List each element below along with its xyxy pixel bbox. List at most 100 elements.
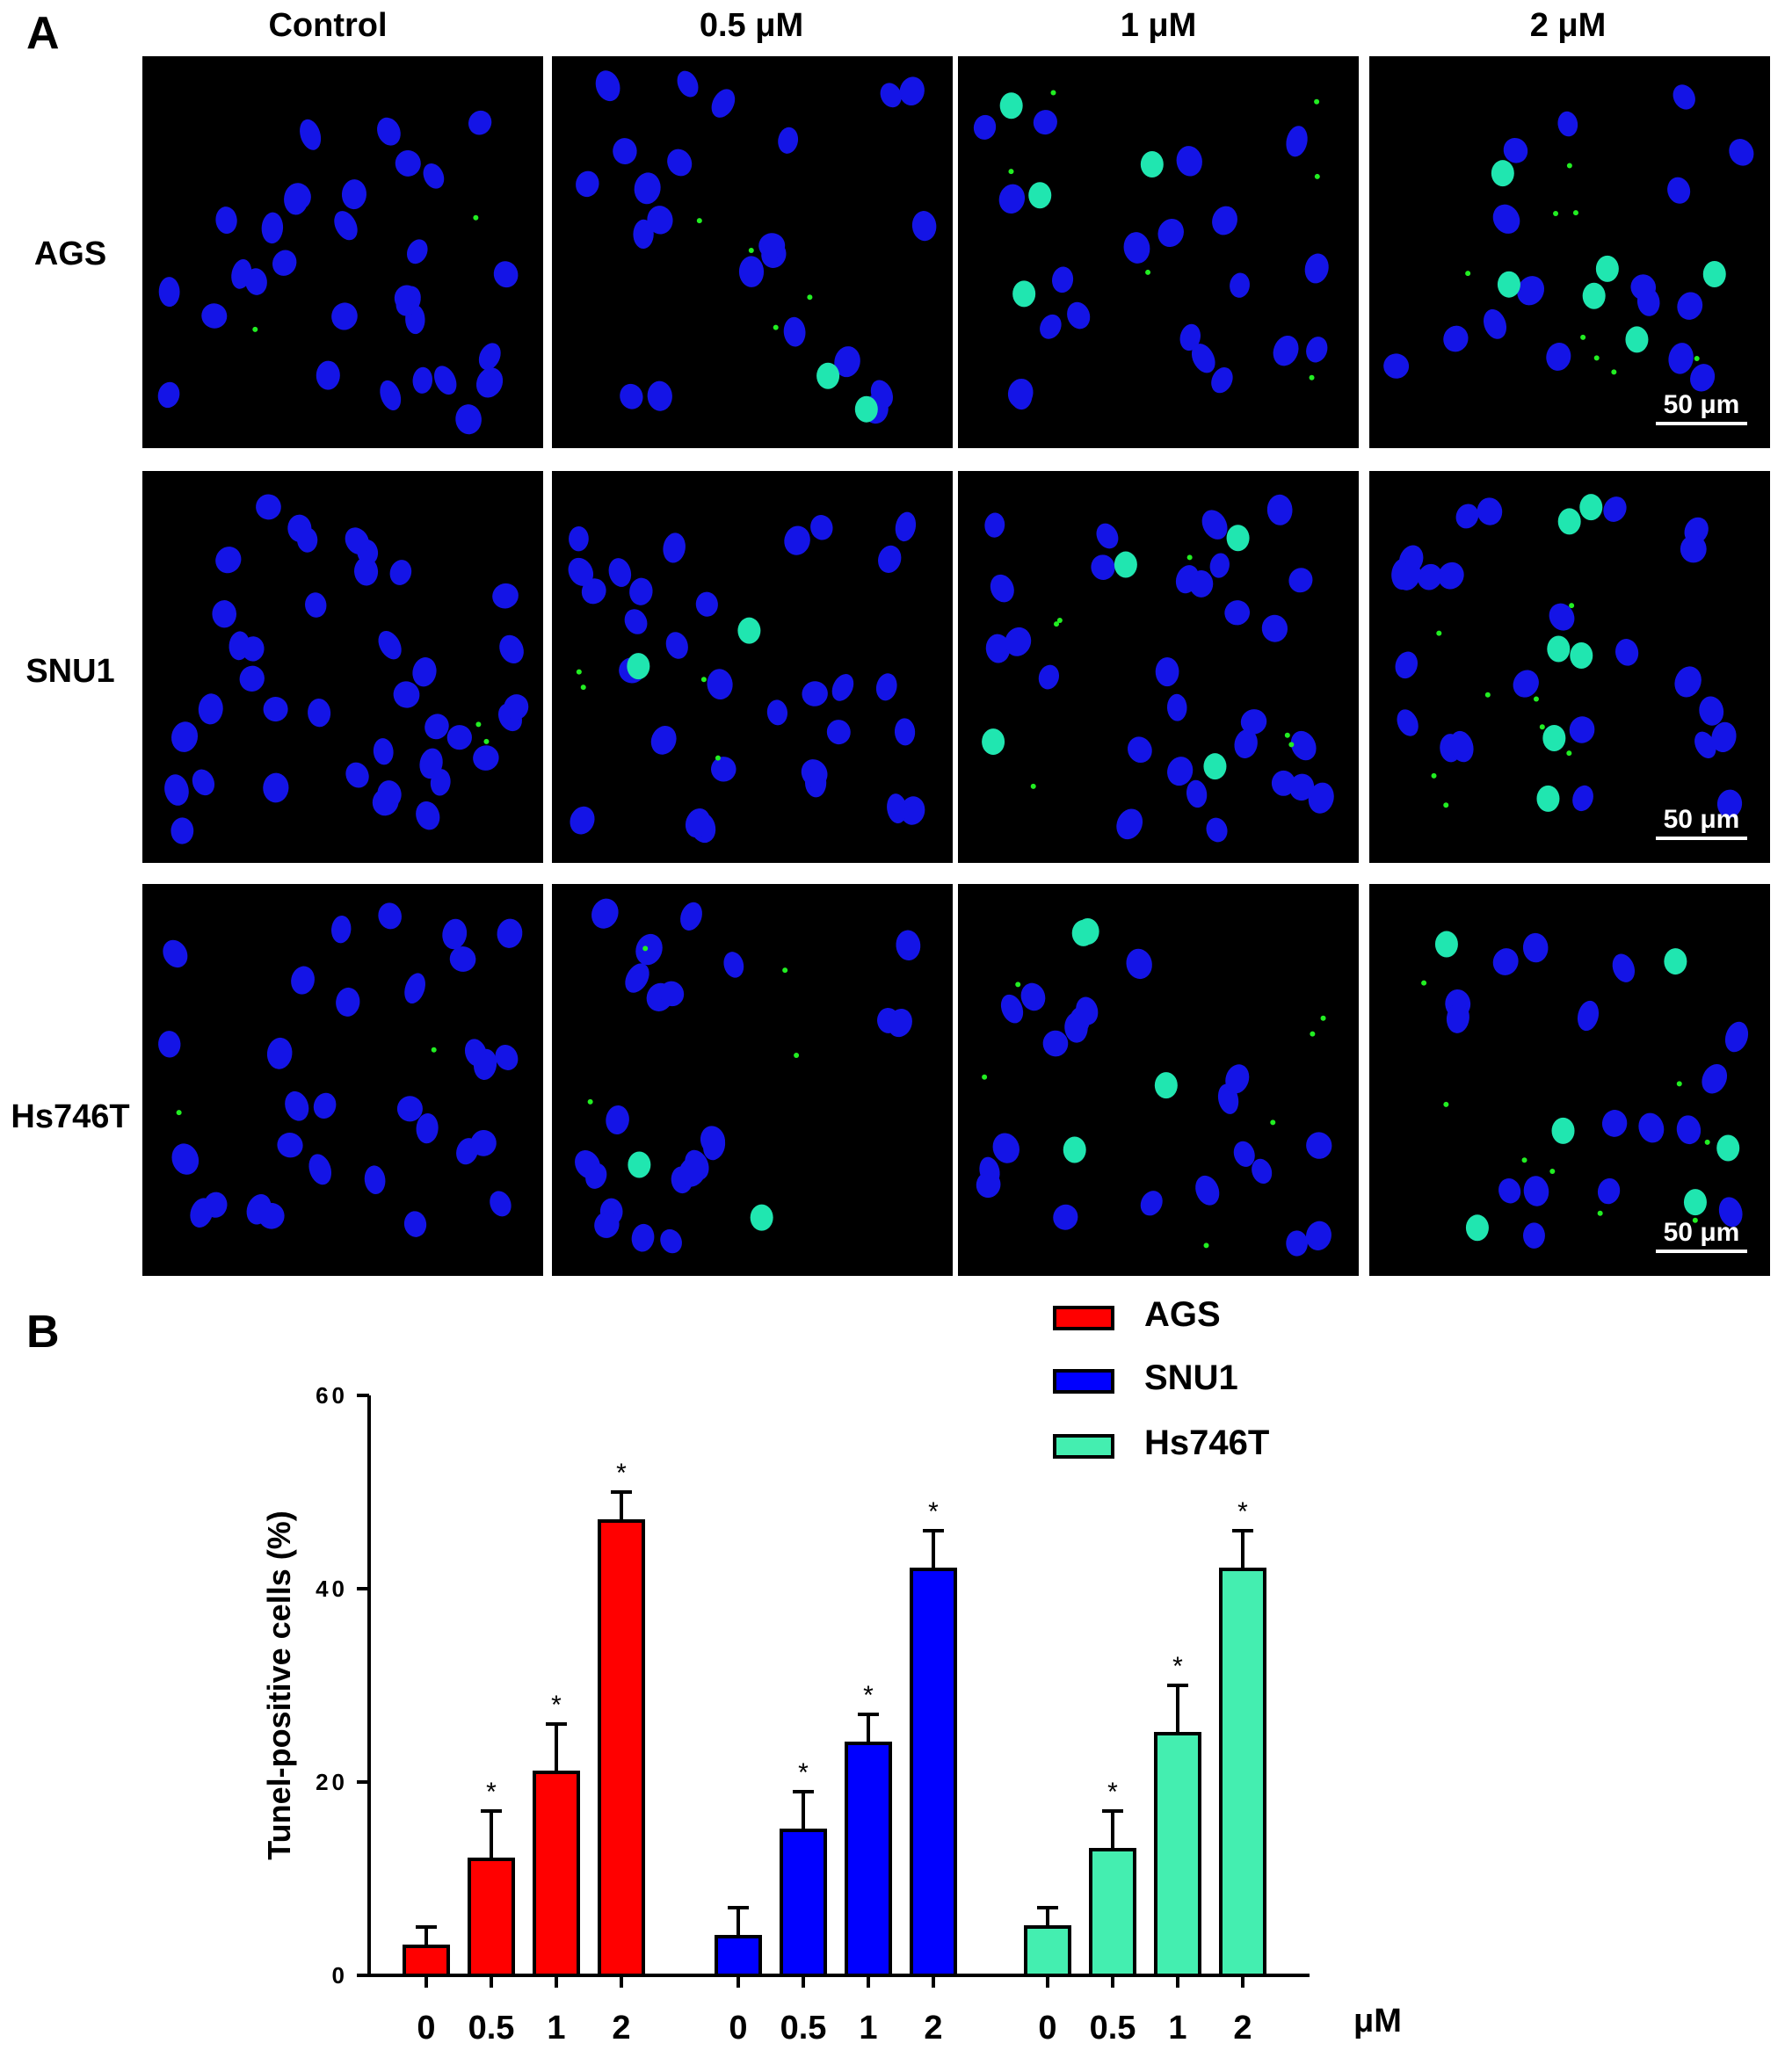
tunel-speck [773,324,779,330]
nucleus-dapi [1273,335,1299,366]
nucleus-dapi [1397,709,1419,736]
nucleus-dapi [1503,137,1528,163]
nucleus-dapi [1612,953,1636,982]
row-label-ags: AGS [33,235,107,272]
nucleus-dapi [695,591,718,617]
y-tick-label: 40 [316,1576,348,1602]
nucleus-dapi [1729,139,1754,166]
nucleus-dapi [685,808,711,838]
tunel-speck [1284,732,1290,738]
nucleus-dapi [1040,314,1062,339]
nucleus-dapi [802,681,828,706]
column-label-2uM: 2 μM [1529,7,1607,44]
x-tick-label: 0 [417,2010,435,2047]
nucleus-dapi [158,277,180,308]
nucleus-dapi [680,902,702,931]
nucleus-dapi [1067,301,1091,330]
nucleus-dapi [911,211,937,242]
y-axis-title: Tunel-positive cells (%) [261,1511,297,1859]
x-tick-label: 2 [612,2010,630,2047]
tunel-speck [1566,750,1572,757]
nucleus-dapi [284,184,308,215]
significance-star: * [616,1459,627,1488]
tunel-speck [475,721,482,728]
nucleus-dapi [1033,110,1057,135]
nucleus-dapi [1179,323,1201,351]
nucleus-dapi [261,212,284,244]
bar-ags-2 [598,1519,645,1977]
nucleus-dapi [1492,204,1520,234]
nucleus-dapi [449,946,476,972]
nucleus-dapi [1288,568,1313,593]
nucleus-dapi [660,1228,682,1254]
nucleus-dapi [377,117,401,146]
nucleus-dapi [1577,1000,1600,1032]
nucleus-dapi [354,557,379,586]
nucleus-dapi [291,966,315,995]
nucleus-dapi [1517,276,1545,306]
nucleus-dapi [1233,1141,1255,1167]
nucleus-dapi [665,632,688,659]
nucleus-dapi [331,915,352,944]
tunel-positive-nucleus [627,653,650,680]
nucleus-dapi [1694,731,1716,758]
nucleus-dapi [1676,1115,1702,1145]
nucleus-dapi [985,634,1011,663]
nucleus-dapi [442,918,468,950]
nucleus-dapi [406,239,428,264]
nucleus-dapi [1673,84,1695,110]
nucleus-dapi [784,525,810,555]
nucleus-dapi [992,1133,1019,1163]
micrograph-snu1-1 [552,471,953,863]
tunel-positive-nucleus [1491,160,1514,187]
tunel-speck [1704,1139,1710,1145]
nucleus-dapi [758,233,786,258]
tunel-positive-nucleus [1497,271,1520,298]
nucleus-dapi [894,718,916,746]
nucleus-dapi [1123,232,1150,264]
x-axis-unit-label: μM [1353,2003,1402,2039]
nucleus-dapi [1395,651,1419,679]
nucleus-dapi [331,302,358,330]
tunel-positive-nucleus [1582,282,1606,309]
legend-label-snu1: SNU1 [1144,1358,1238,1397]
micrograph-snu1-0 [142,471,543,863]
tunel-positive-nucleus [1579,494,1603,521]
micrograph-ags-2 [958,56,1359,448]
nucleus-dapi [396,1096,423,1122]
scale-bar [1656,837,1747,840]
nucleus-dapi [976,1171,1001,1199]
nucleus-dapi [212,600,236,628]
nucleus-dapi [416,801,440,830]
tunel-positive-nucleus [1114,551,1137,578]
nucleus-dapi [1513,670,1539,698]
nucleus-dapi [305,592,327,618]
nucleus-dapi [1305,1221,1331,1250]
nucleus-dapi [473,745,499,771]
nucleus-dapi [495,1044,519,1070]
nucleus-dapi [215,206,237,235]
x-tick-label: 1 [859,2010,877,2047]
nucleus-dapi [1224,600,1251,626]
tunel-speck [715,755,721,761]
x-tick-label: 0 [1038,2010,1056,2047]
nucleus-dapi [810,515,833,540]
bar-hs746t-1 [1154,1732,1201,1977]
tunel-positive-nucleus [1226,525,1250,552]
tunel-positive-nucleus [737,617,761,644]
scale-bar-label: 50 μm [1664,805,1740,834]
nucleus-dapi [1306,1132,1332,1159]
nucleus-dapi [707,669,733,700]
tunel-speck [794,1052,800,1058]
tunel-speck [1484,692,1491,698]
nucleus-dapi [378,631,402,660]
microscopy-grid: 50 μm 50 μm 50 μm [142,56,1770,1276]
nucleus-dapi [1290,730,1317,761]
tunel-speck [700,677,707,683]
nucleus-dapi [1128,736,1152,764]
nucleus-dapi [416,1112,439,1144]
tunel-speck [1593,355,1600,361]
scale-bar [1656,1250,1747,1253]
nucleus-dapi [395,286,421,316]
